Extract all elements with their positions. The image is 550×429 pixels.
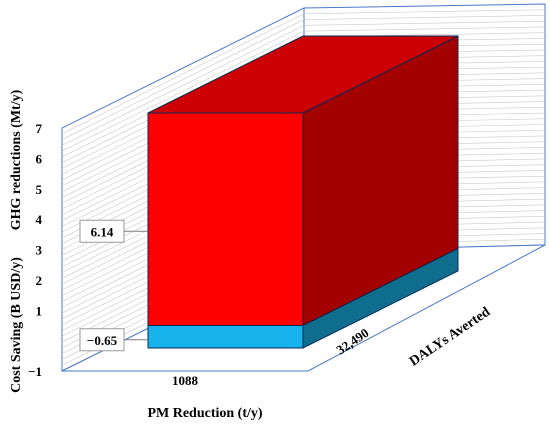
- back-wall-gridline: [303, 26, 546, 32]
- upper-value-box: [79, 219, 125, 243]
- y-tick-label: 3: [36, 243, 43, 258]
- side-wall-gridline: [61, 13, 305, 135]
- y-tick-label: −1: [28, 364, 42, 379]
- upper-value-label: 6.14: [91, 224, 114, 239]
- y-tick-label: 4: [36, 212, 43, 227]
- lower-value-box: [79, 328, 125, 352]
- x-axis-title: PM Reduction (t/y): [147, 406, 262, 421]
- y-axis-title-lower: Cost Saving (B USD/y): [9, 257, 24, 393]
- y-axis-title-upper: GHG reductions (Mt/y): [9, 89, 24, 230]
- bars: [147, 35, 459, 349]
- y-ticks: 7 6 5 4 3 2 1 −1: [28, 121, 42, 379]
- side-wall-gridline: [61, 30, 305, 152]
- y-tick-label: 7: [36, 121, 43, 136]
- bar-lower-front: [147, 325, 304, 349]
- lower-value-label: −0.65: [87, 333, 118, 348]
- data-callouts: 6.14 −0.65: [79, 219, 148, 352]
- y-tick-label: 6: [36, 151, 43, 166]
- depth-axis-title: DALYs Averted: [407, 305, 493, 370]
- y-tick-label: 2: [36, 273, 43, 288]
- y-tick-label: 5: [36, 182, 43, 197]
- back-wall-gridline: [303, 20, 546, 26]
- back-wall-gridline: [303, 15, 546, 20]
- side-wall-gridline: [61, 19, 305, 140]
- bar-upper-front: [147, 112, 304, 327]
- y-tick-label: 1: [36, 303, 43, 318]
- x-tick-label: 1088: [172, 373, 199, 388]
- back-wall-gridline: [303, 9, 546, 15]
- side-wall-gridline: [61, 25, 305, 146]
